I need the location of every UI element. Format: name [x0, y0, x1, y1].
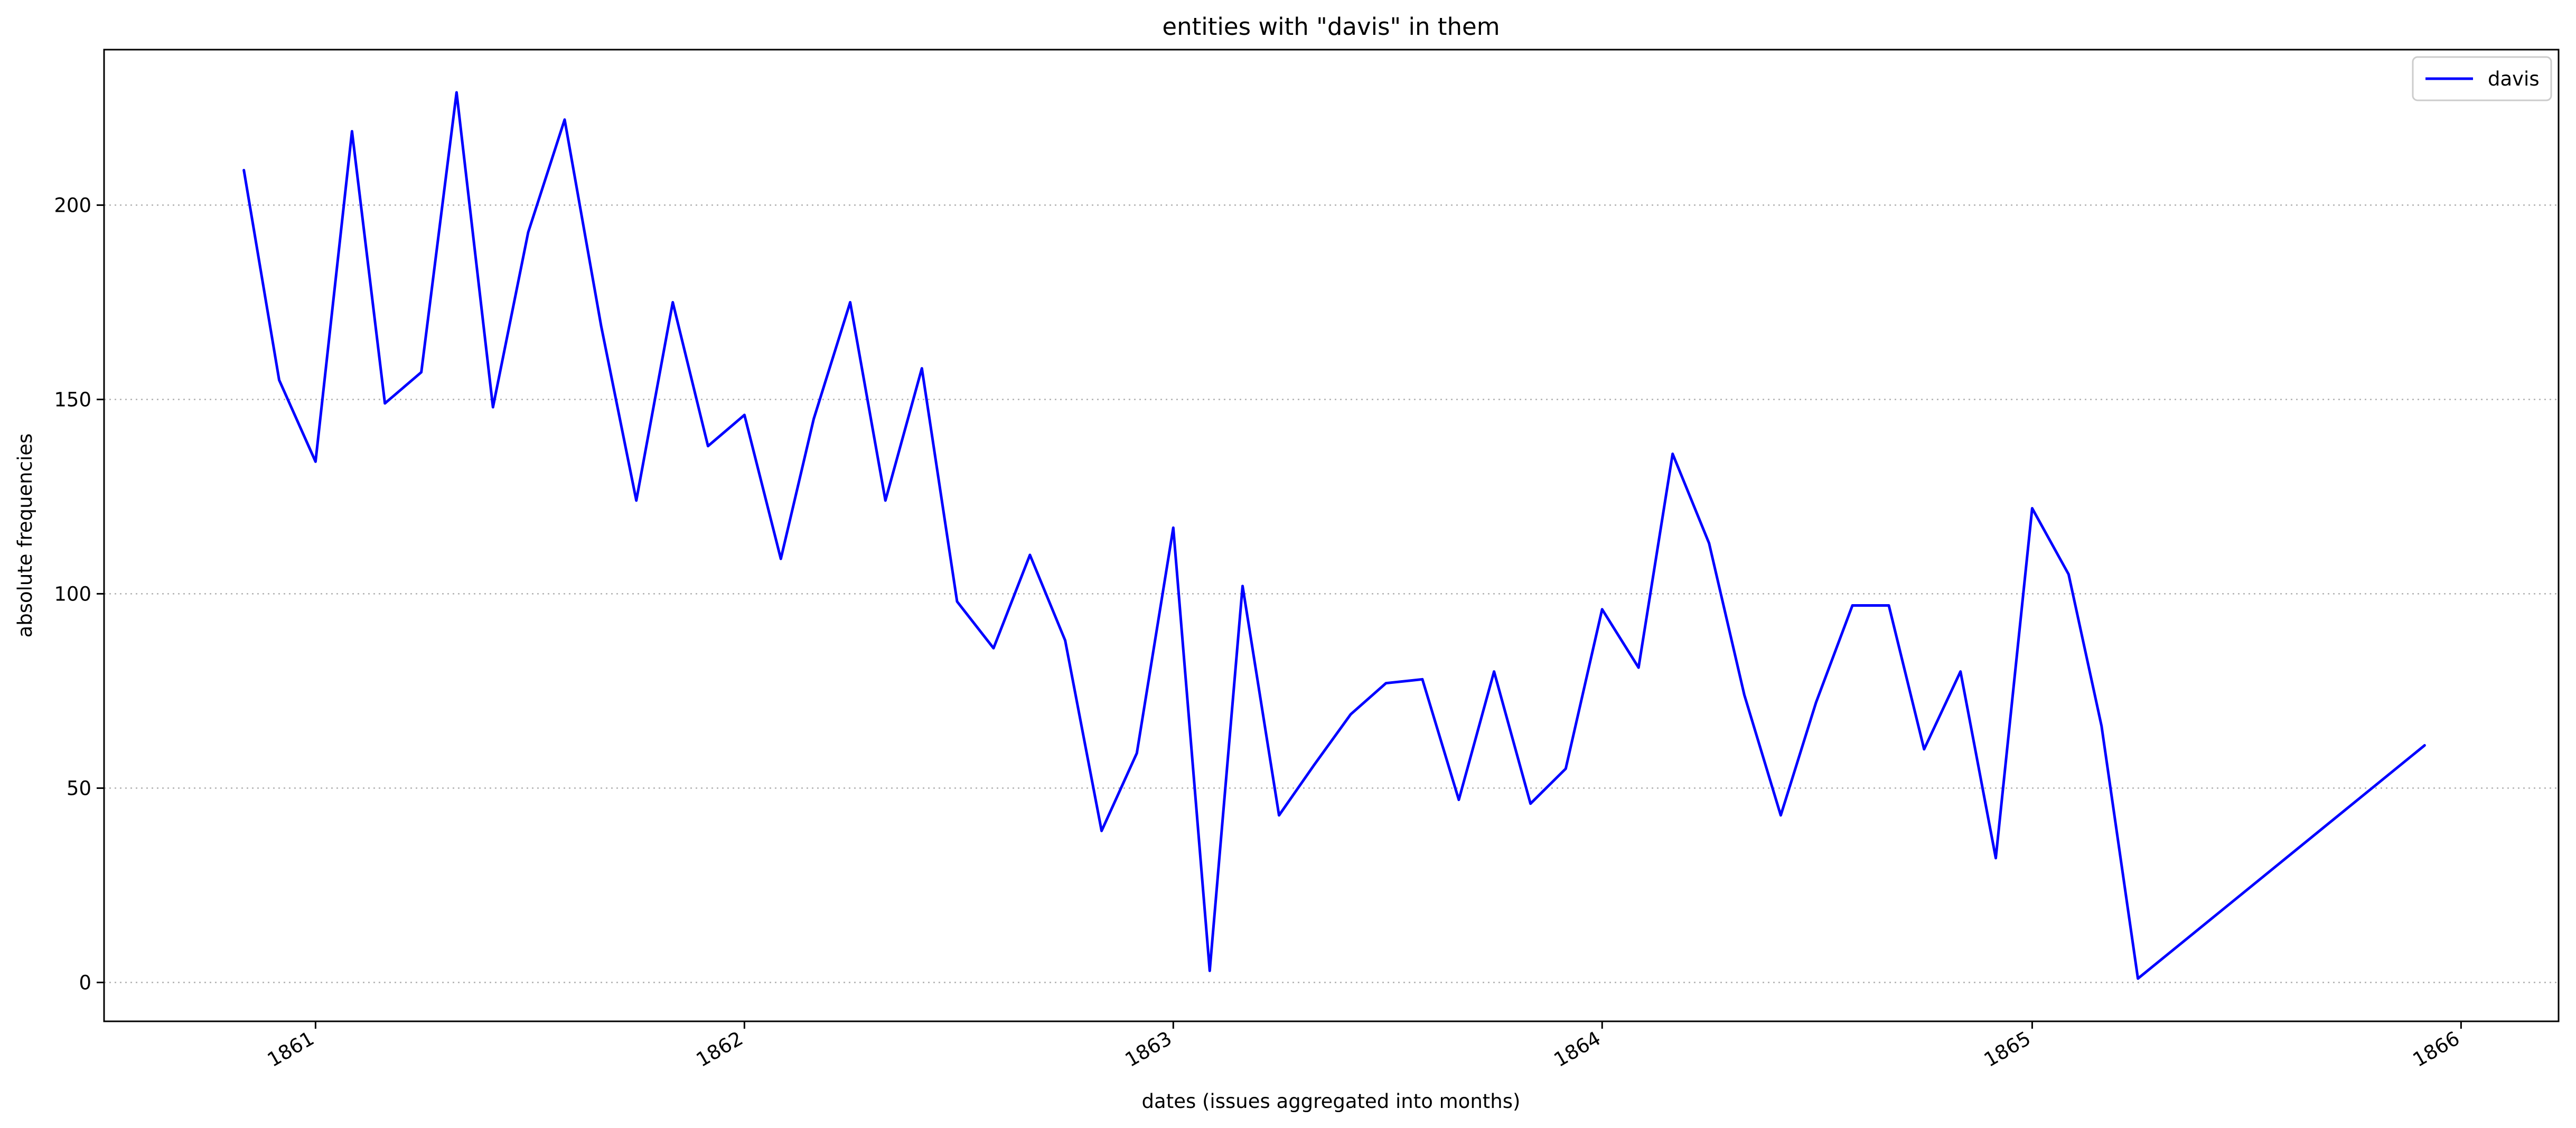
- y-tick-label-200: 200: [54, 194, 91, 217]
- chart-title: entities with "davis" in them: [1162, 13, 1500, 41]
- legend: davis: [2412, 56, 2552, 101]
- plot-frame: [103, 49, 2560, 1022]
- series-line-davis: [242, 91, 2426, 980]
- series-lines: [242, 91, 2426, 980]
- y-axis: 0 50 100 150 200: [54, 194, 104, 994]
- x-axis-label: dates (issues aggregated into months): [1142, 1090, 1521, 1113]
- y-tick-label-150: 150: [54, 388, 91, 411]
- y-axis-label: absolute frequencies: [14, 434, 36, 638]
- legend-box: [2412, 56, 2552, 101]
- y-tick-label-50: 50: [67, 777, 91, 800]
- grid-lines: [104, 204, 2559, 983]
- legend-label-davis: davis: [2488, 68, 2540, 90]
- y-tick-label-0: 0: [79, 971, 91, 994]
- y-tick-label-100: 100: [54, 582, 91, 605]
